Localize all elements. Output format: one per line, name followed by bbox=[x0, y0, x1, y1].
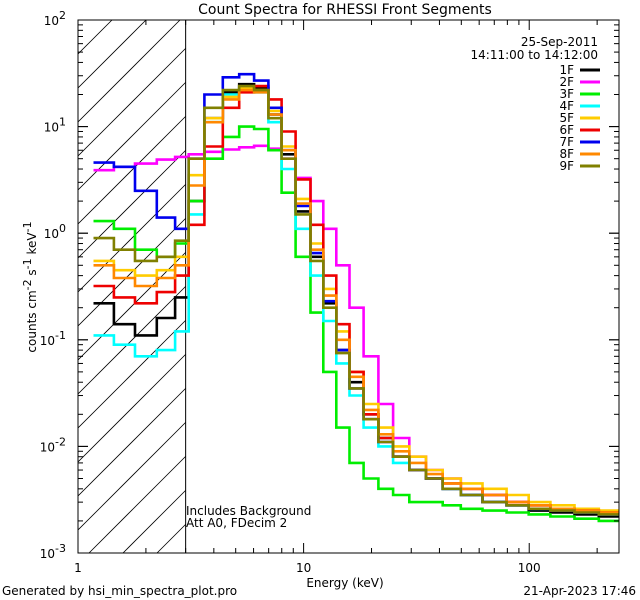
hatch-line bbox=[78, 388, 186, 497]
hatch-line bbox=[78, 20, 181, 123]
series-line-7F bbox=[93, 72, 619, 516]
hatch-line bbox=[78, 354, 186, 463]
legend-label-2F: 2F bbox=[559, 75, 574, 89]
y-axis-label: counts cm-2 s-1 keV-1 bbox=[21, 221, 39, 352]
hatch-line bbox=[78, 20, 147, 89]
x-tick-label-100: 100 bbox=[518, 561, 541, 575]
y-tick-label-1e2: 102 bbox=[44, 9, 66, 28]
series-line-4F bbox=[93, 86, 619, 516]
hatch-line bbox=[122, 490, 186, 553]
hatch-line bbox=[78, 320, 186, 429]
generated-by-note: Generated by hsi_min_spectra_plot.pro bbox=[2, 584, 237, 598]
y-tick-label-1e-2: 10-2 bbox=[40, 435, 66, 454]
y-tick-label-1e-3: 10-3 bbox=[40, 542, 66, 561]
series-line-1F bbox=[93, 82, 619, 518]
hatch-line bbox=[78, 150, 186, 259]
hatch-line bbox=[78, 82, 186, 191]
chart-title: Count Spectra for RHESSI Front Segments bbox=[198, 2, 492, 18]
hatch-line bbox=[78, 422, 186, 531]
hatch-line bbox=[88, 456, 186, 553]
legend-label-5F: 5F bbox=[559, 111, 574, 125]
series-group bbox=[93, 72, 619, 523]
hatch-line bbox=[78, 116, 186, 225]
annotation-attenuator: Att A0, FDecim 2 bbox=[186, 516, 287, 530]
hatch-line bbox=[78, 184, 186, 293]
hatch-line bbox=[78, 20, 113, 55]
footer-timestamp: 21-Apr-2023 17:46 bbox=[523, 584, 636, 598]
hatch-line bbox=[78, 218, 186, 327]
hatch-line bbox=[156, 524, 186, 553]
observation-date: 25-Sep-2011 bbox=[521, 35, 598, 49]
series-line-2F bbox=[93, 144, 619, 514]
legend-label-3F: 3F bbox=[559, 87, 574, 101]
legend-label-1F: 1F bbox=[559, 63, 574, 77]
hatch-line bbox=[78, 48, 186, 157]
observation-time-range: 14:11:00 to 14:12:00 bbox=[471, 48, 598, 62]
annotation-background: Includes Background bbox=[186, 504, 311, 518]
plot-frame bbox=[77, 19, 620, 554]
x-axis-label: Energy (keV) bbox=[306, 576, 383, 590]
axis-ticks bbox=[77, 19, 619, 554]
series-line-8F bbox=[93, 88, 619, 514]
x-tick-label-1: 1 bbox=[74, 561, 82, 575]
legend-label-9F: 9F bbox=[559, 159, 574, 173]
legend-label-8F: 8F bbox=[559, 147, 574, 161]
series-line-9F bbox=[93, 84, 619, 516]
legend-label-7F: 7F bbox=[559, 135, 574, 149]
y-tick-label-1e0: 100 bbox=[44, 222, 66, 241]
legend-label-6F: 6F bbox=[559, 123, 574, 137]
legend-label-4F: 4F bbox=[559, 99, 574, 113]
y-tick-label-1e1: 101 bbox=[44, 116, 66, 135]
hatch-line bbox=[78, 286, 186, 395]
excluded-energy-hatch bbox=[78, 20, 186, 553]
series-line-3F bbox=[93, 125, 619, 523]
x-tick-label-10: 10 bbox=[296, 561, 311, 575]
y-tick-label-1e-1: 10-1 bbox=[40, 329, 66, 348]
